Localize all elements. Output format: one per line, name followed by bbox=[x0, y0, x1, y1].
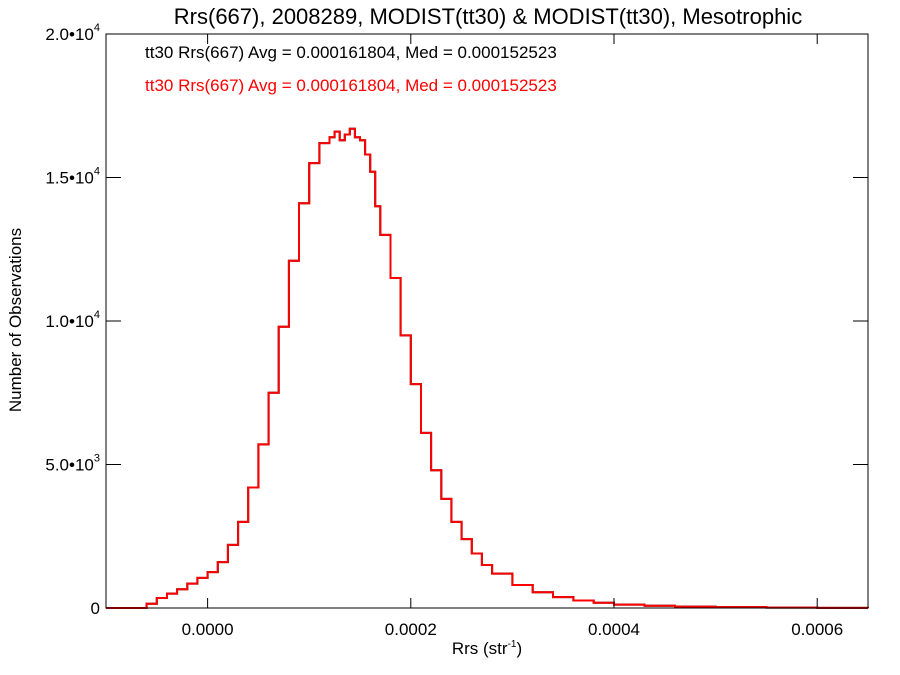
x-axis-title-sup: -1 bbox=[508, 639, 517, 650]
y-tick-label: 1.5•104 bbox=[45, 166, 100, 188]
y-tick-label: 1.0•104 bbox=[45, 309, 100, 331]
y-tick-label: 5.0•103 bbox=[45, 453, 100, 475]
y-tick-label: 2.0•104 bbox=[45, 22, 100, 44]
x-tick-label: 0.0006 bbox=[791, 620, 843, 639]
ticks-layer: 0.0000 0.0002 0.0004 0.0006 0 5.0•103 1.0•104 1… bbox=[45, 22, 868, 639]
series-layer bbox=[106, 127, 869, 609]
annotation-red: tt30 Rrs(667) Avg = 0.000161804, Med = 0… bbox=[145, 76, 557, 95]
histogram-series-red bbox=[106, 127, 869, 609]
x-axis-title-main: Rrs (str bbox=[452, 639, 508, 658]
annotation-black: tt30 Rrs(667) Avg = 0.000161804, Med = 0… bbox=[145, 43, 557, 62]
x-tick-label: 0.0000 bbox=[182, 620, 234, 639]
y-axis-title: Number of Observations bbox=[6, 228, 25, 412]
chart-title: Rrs(667), 2008289, MODIST(tt30) & MODIST… bbox=[174, 4, 802, 29]
x-axis-title-end: ) bbox=[516, 639, 522, 658]
x-tick-label: 0.0004 bbox=[588, 620, 640, 639]
y-tick-label: 0 bbox=[91, 599, 100, 618]
x-axis-title: Rrs (str-1) bbox=[452, 639, 522, 658]
x-tick-label: 0.0002 bbox=[385, 620, 437, 639]
